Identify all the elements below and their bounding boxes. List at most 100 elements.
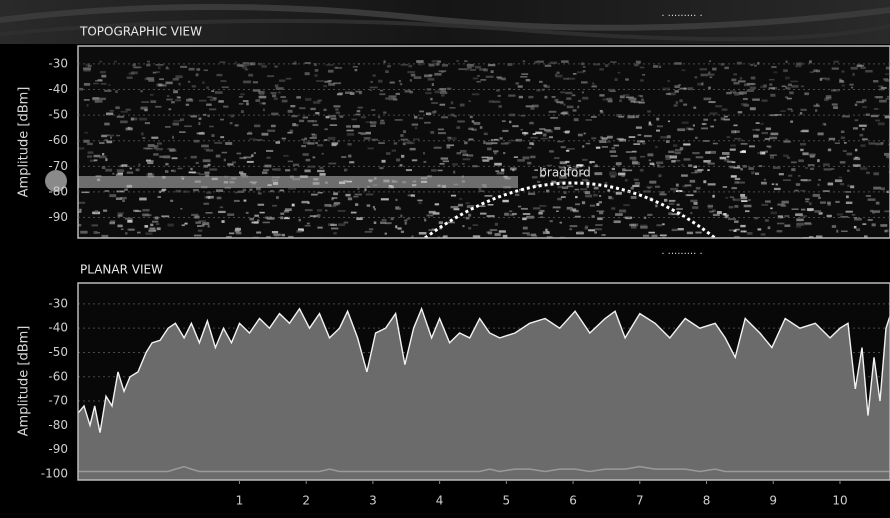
noise-speck bbox=[605, 64, 609, 68]
noise-speck bbox=[749, 107, 756, 111]
noise-speck bbox=[205, 212, 213, 214]
noise-speck bbox=[472, 77, 479, 80]
noise-speck bbox=[184, 157, 187, 160]
noise-speck bbox=[786, 156, 791, 159]
noise-speck bbox=[501, 168, 505, 172]
noise-speck bbox=[656, 125, 664, 128]
noise-speck bbox=[539, 80, 543, 83]
noise-speck bbox=[674, 159, 681, 162]
noise-speck bbox=[525, 78, 531, 82]
noise-speck bbox=[173, 90, 178, 94]
noise-speck bbox=[380, 119, 385, 122]
noise-speck bbox=[208, 108, 217, 111]
noise-speck bbox=[635, 126, 642, 129]
noise-speck bbox=[733, 82, 740, 85]
noise-speck bbox=[770, 207, 773, 210]
noise-speck bbox=[826, 214, 832, 218]
noise-speck bbox=[216, 196, 222, 200]
noise-speck bbox=[840, 130, 845, 133]
noise-speck bbox=[784, 96, 789, 98]
noise-speck bbox=[522, 60, 526, 63]
noise-speck bbox=[356, 217, 363, 221]
noise-speck bbox=[258, 95, 267, 99]
noise-speck bbox=[651, 234, 658, 237]
noise-speck bbox=[809, 236, 814, 238]
noise-speck bbox=[847, 115, 850, 118]
noise-speck bbox=[481, 156, 489, 159]
noise-speck bbox=[871, 223, 876, 227]
noise-speck bbox=[99, 60, 103, 63]
noise-speck bbox=[693, 202, 698, 205]
noise-speck bbox=[414, 126, 418, 130]
noise-speck bbox=[412, 138, 420, 141]
noise-speck bbox=[641, 98, 644, 102]
noise-speck bbox=[536, 89, 541, 92]
noise-speck bbox=[83, 82, 91, 86]
noise-speck bbox=[614, 78, 618, 81]
noise-speck bbox=[787, 108, 793, 111]
noise-speck bbox=[400, 138, 409, 141]
noise-speck bbox=[425, 91, 432, 95]
noise-speck bbox=[312, 120, 318, 123]
noise-speck bbox=[635, 114, 640, 118]
noise-speck bbox=[106, 140, 113, 144]
noise-speck bbox=[106, 134, 110, 136]
noise-speck bbox=[456, 152, 462, 155]
noise-speck bbox=[364, 230, 373, 233]
noise-speck bbox=[283, 154, 289, 157]
noise-speck bbox=[440, 71, 445, 73]
noise-speck bbox=[331, 197, 334, 201]
noise-speck bbox=[207, 163, 211, 166]
noise-speck bbox=[197, 229, 203, 232]
noise-speck bbox=[556, 101, 564, 104]
noise-speck bbox=[727, 160, 733, 163]
noise-speck bbox=[478, 190, 485, 193]
noise-speck bbox=[685, 194, 692, 197]
noise-speck bbox=[426, 214, 434, 217]
noise-speck bbox=[582, 158, 588, 161]
noise-speck bbox=[740, 139, 743, 142]
noise-speck bbox=[513, 156, 518, 158]
noise-speck bbox=[775, 183, 778, 186]
noise-speck bbox=[346, 133, 355, 136]
noise-speck bbox=[531, 176, 538, 179]
noise-speck bbox=[757, 151, 762, 155]
noise-speck bbox=[757, 62, 760, 65]
noise-speck bbox=[146, 60, 151, 63]
noise-speck bbox=[243, 156, 252, 159]
x-tick-label: 3 bbox=[369, 494, 377, 508]
noise-speck bbox=[498, 105, 502, 108]
noise-speck bbox=[249, 138, 256, 141]
noise-speck bbox=[365, 193, 374, 196]
noise-speck bbox=[330, 223, 337, 226]
noise-speck bbox=[815, 235, 823, 238]
noise-speck bbox=[853, 157, 861, 161]
noise-speck bbox=[567, 77, 576, 80]
noise-speck bbox=[734, 235, 740, 238]
slider-knob[interactable] bbox=[45, 170, 67, 192]
noise-speck bbox=[815, 109, 818, 112]
noise-speck bbox=[694, 76, 698, 79]
noise-speck bbox=[487, 147, 492, 151]
noise-speck bbox=[194, 215, 200, 219]
noise-speck bbox=[307, 142, 315, 145]
noise-speck bbox=[335, 111, 340, 114]
noise-speck bbox=[690, 199, 698, 203]
noise-speck bbox=[862, 223, 867, 225]
noise-speck bbox=[592, 82, 595, 85]
noise-speck bbox=[544, 95, 548, 99]
noise-speck bbox=[203, 69, 208, 72]
noise-speck bbox=[377, 79, 383, 83]
noise-speck bbox=[159, 84, 167, 87]
noise-speck bbox=[87, 155, 92, 158]
noise-speck bbox=[262, 102, 266, 105]
noise-speck bbox=[721, 108, 728, 111]
noise-speck bbox=[798, 175, 801, 177]
noise-speck bbox=[753, 134, 759, 138]
noise-speck bbox=[279, 189, 284, 192]
noise-speck bbox=[630, 226, 637, 229]
noise-speck bbox=[553, 157, 560, 160]
noise-speck bbox=[437, 236, 441, 238]
noise-speck bbox=[707, 162, 715, 165]
noise-speck bbox=[110, 220, 116, 223]
